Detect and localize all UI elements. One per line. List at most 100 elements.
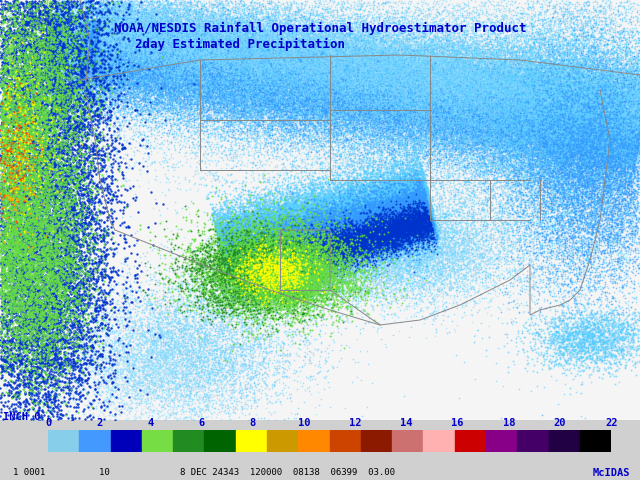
Point <box>542 105 552 112</box>
Point <box>428 248 438 255</box>
Point <box>68 98 79 106</box>
Point <box>557 316 568 324</box>
Point <box>248 250 259 257</box>
Point <box>264 272 274 280</box>
Point <box>616 138 627 145</box>
Point <box>282 75 292 83</box>
Point <box>333 204 344 212</box>
Point <box>287 81 298 89</box>
Point <box>29 203 39 210</box>
Point <box>376 145 387 153</box>
Point <box>560 83 570 90</box>
Point <box>537 108 547 115</box>
Point <box>326 127 336 135</box>
Point <box>195 120 205 127</box>
Point <box>445 211 456 218</box>
Point <box>392 226 403 234</box>
Point <box>625 108 635 116</box>
Point <box>360 209 370 217</box>
Point <box>121 348 131 355</box>
Point <box>345 228 355 235</box>
Point <box>456 60 467 68</box>
Point <box>348 82 358 90</box>
Point <box>465 77 475 84</box>
Point <box>156 28 166 36</box>
Point <box>293 97 303 105</box>
Point <box>317 235 327 242</box>
Point <box>356 245 367 253</box>
Point <box>528 84 538 92</box>
Point <box>290 209 300 216</box>
Point <box>352 57 362 64</box>
Point <box>199 34 209 41</box>
Point <box>573 158 584 166</box>
Point <box>510 129 520 136</box>
Point <box>586 168 596 176</box>
Point <box>246 48 256 55</box>
Point <box>428 249 438 257</box>
Point <box>131 58 141 66</box>
Point <box>258 279 268 287</box>
Point <box>139 364 149 372</box>
Point <box>330 253 340 261</box>
Point <box>79 188 90 195</box>
Point <box>259 243 269 251</box>
Point <box>255 300 266 307</box>
Point <box>418 205 428 213</box>
Point <box>386 31 396 38</box>
Point <box>375 252 385 260</box>
Point <box>356 206 366 214</box>
Point <box>454 85 464 93</box>
Point <box>336 112 346 120</box>
Point <box>403 70 413 78</box>
Point <box>214 222 225 229</box>
Point <box>513 87 523 95</box>
Point <box>269 240 279 248</box>
Point <box>571 99 581 107</box>
Point <box>266 50 276 58</box>
Point <box>170 74 180 82</box>
Point <box>271 289 281 297</box>
Point <box>628 341 638 349</box>
Point <box>254 255 264 263</box>
Point <box>385 202 395 210</box>
Point <box>536 121 547 129</box>
Point <box>420 89 431 97</box>
Point <box>613 86 623 94</box>
Point <box>196 64 207 72</box>
Point <box>67 74 77 82</box>
Point <box>287 38 297 46</box>
Point <box>419 121 429 129</box>
Point <box>272 71 282 79</box>
Point <box>39 237 49 245</box>
Point <box>328 223 338 230</box>
Point <box>370 78 380 85</box>
Point <box>376 81 386 89</box>
Point <box>397 61 407 69</box>
Point <box>397 62 407 70</box>
Point <box>613 91 623 98</box>
Point <box>580 87 590 95</box>
Point <box>372 32 382 40</box>
Point <box>553 165 563 173</box>
Point <box>607 118 618 126</box>
Point <box>310 316 321 324</box>
Point <box>353 224 363 232</box>
Point <box>388 126 398 134</box>
Point <box>392 64 402 72</box>
Point <box>134 86 144 94</box>
Point <box>392 271 402 278</box>
Point <box>140 45 150 52</box>
Point <box>260 241 271 249</box>
Point <box>205 83 216 90</box>
Point <box>61 111 71 119</box>
Point <box>581 163 591 170</box>
Point <box>355 49 365 57</box>
Point <box>372 106 383 113</box>
Point <box>572 137 582 144</box>
Point <box>300 10 310 17</box>
Point <box>61 331 71 338</box>
Point <box>514 106 524 113</box>
Point <box>415 192 425 199</box>
Point <box>423 88 433 96</box>
